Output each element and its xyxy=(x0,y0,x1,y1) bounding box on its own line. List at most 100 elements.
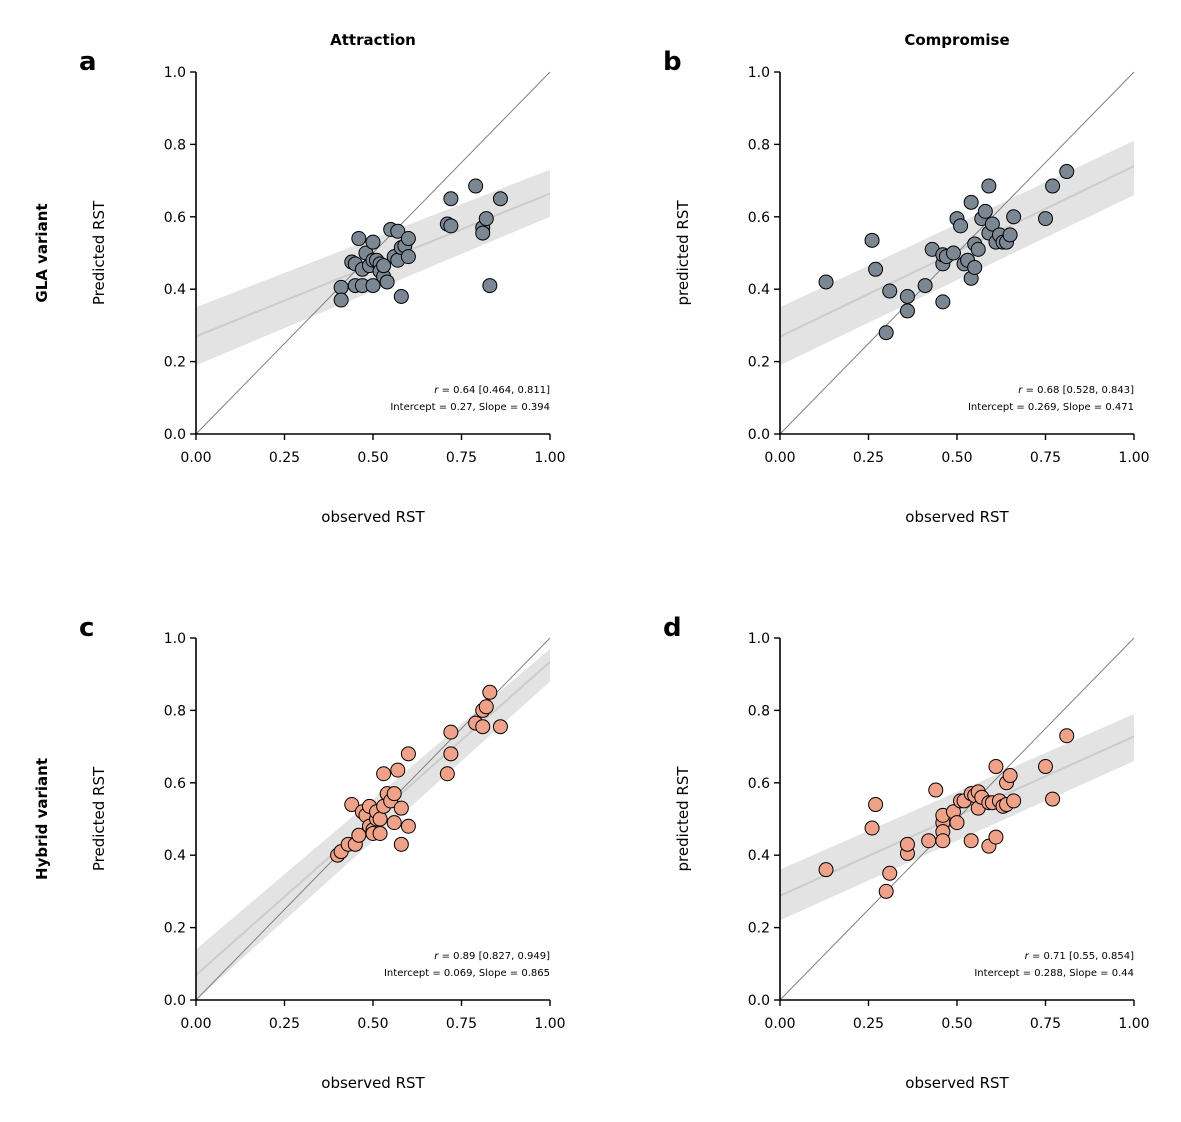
data-point xyxy=(478,699,494,715)
y-tick-label: 0.8 xyxy=(748,137,770,153)
y-axis-label: Predicted RST xyxy=(90,766,108,871)
data-point xyxy=(899,836,915,852)
y-tick-label: 0.4 xyxy=(164,282,186,298)
y-axis-label: predicted RST xyxy=(674,766,692,872)
data-point xyxy=(379,274,395,290)
stats-r-line: r = 0.68 [0.528, 0.843] xyxy=(1018,385,1134,396)
row-title-gla-variant: GLA variant xyxy=(33,203,51,302)
data-point xyxy=(482,684,498,700)
y-tick-label: 1.0 xyxy=(164,631,186,647)
data-point xyxy=(400,249,416,265)
x-axis-label: observed RST xyxy=(321,508,425,526)
data-point xyxy=(443,191,459,207)
y-tick-label: 0.2 xyxy=(164,921,186,937)
x-axis-label: observed RST xyxy=(905,1074,1009,1092)
y-tick-label: 0.2 xyxy=(164,355,186,371)
column-title-attraction: Attraction xyxy=(330,31,416,49)
x-tick-label: 0.50 xyxy=(357,1016,388,1032)
data-point xyxy=(1006,209,1022,225)
panel-letter: a xyxy=(79,47,97,77)
y-tick-label: 1.0 xyxy=(748,65,770,81)
data-point xyxy=(390,223,406,239)
stats-intercept-slope-line: Intercept = 0.27, Slope = 0.394 xyxy=(390,402,550,413)
data-point xyxy=(1002,227,1018,243)
data-point xyxy=(981,178,997,194)
x-tick-label: 0.25 xyxy=(269,1016,300,1032)
data-point xyxy=(372,825,388,841)
data-point xyxy=(478,211,494,227)
x-tick-label: 0.75 xyxy=(446,450,477,466)
panel-d: 0.0 0.2 0.4 0.6 0.8 1.0 0.00 0.25 0.50 0.75 1.00 ob… xyxy=(663,613,1150,1092)
data-point xyxy=(386,786,402,802)
data-point xyxy=(935,833,951,849)
stats-r-line: r = 0.71 [0.55, 0.854] xyxy=(1025,951,1134,962)
data-point xyxy=(475,225,491,241)
data-point xyxy=(864,820,880,836)
data-point xyxy=(970,241,986,257)
data-point xyxy=(492,719,508,735)
data-point xyxy=(333,279,349,295)
x-tick-label: 1.00 xyxy=(1118,1016,1149,1032)
x-tick-label: 0.00 xyxy=(764,450,795,466)
data-point xyxy=(475,719,491,735)
data-point xyxy=(1045,791,1061,807)
x-tick-label: 0.50 xyxy=(941,1016,972,1032)
data-point xyxy=(393,288,409,304)
data-point xyxy=(482,278,498,294)
data-point xyxy=(864,232,880,248)
x-tick-label: 0.75 xyxy=(1030,1016,1061,1032)
data-point xyxy=(988,759,1004,775)
stats-intercept-slope-line: Intercept = 0.288, Slope = 0.44 xyxy=(974,968,1134,979)
data-point xyxy=(1038,759,1053,775)
data-point xyxy=(977,203,993,219)
data-point xyxy=(1006,793,1022,809)
y-tick-label: 0.0 xyxy=(164,427,186,443)
y-axis-label: predicted RST xyxy=(674,200,692,306)
data-point xyxy=(443,724,459,740)
data-point xyxy=(953,218,969,234)
data-point xyxy=(1002,768,1018,784)
data-point xyxy=(882,283,898,299)
data-point xyxy=(967,259,983,275)
x-tick-label: 1.00 xyxy=(534,450,565,466)
panel-letter: c xyxy=(79,613,94,643)
data-point xyxy=(921,833,937,849)
y-tick-label: 0.6 xyxy=(164,776,186,792)
panel-letter: b xyxy=(663,47,682,77)
y-tick-label: 0.0 xyxy=(748,993,770,1009)
data-point xyxy=(984,216,1000,232)
y-tick-label: 1.0 xyxy=(748,631,770,647)
data-point xyxy=(899,303,915,319)
column-title-compromise: Compromise xyxy=(904,31,1009,49)
x-tick-label: 1.00 xyxy=(1118,450,1149,466)
data-point xyxy=(439,766,455,782)
data-point xyxy=(945,245,961,261)
data-point xyxy=(376,766,392,782)
data-point xyxy=(963,194,979,210)
data-point xyxy=(443,218,459,234)
data-point xyxy=(333,292,349,308)
y-tick-label: 0.8 xyxy=(164,137,186,153)
stats-intercept-slope-line: Intercept = 0.069, Slope = 0.865 xyxy=(384,968,550,979)
data-point xyxy=(882,865,898,881)
x-tick-label: 0.00 xyxy=(764,1016,795,1032)
y-tick-label: 0.0 xyxy=(748,427,770,443)
y-tick-label: 0.4 xyxy=(748,848,770,864)
data-point xyxy=(1059,164,1075,180)
row-title-hybrid-variant: Hybrid variant xyxy=(33,758,51,880)
data-point xyxy=(443,746,459,762)
y-tick-label: 0.8 xyxy=(164,703,186,719)
data-point xyxy=(878,883,894,899)
panel-a: 0.0 0.2 0.4 0.6 0.8 1.0 0.00 0.25 0.50 0.75 1.00 ob… xyxy=(79,47,566,526)
y-tick-label: 0.4 xyxy=(164,848,186,864)
stats-r-line: r = 0.89 [0.827, 0.949] xyxy=(434,951,550,962)
x-tick-label: 0.75 xyxy=(446,1016,477,1032)
data-point xyxy=(351,231,367,247)
x-tick-label: 0.25 xyxy=(853,450,884,466)
data-point xyxy=(1038,211,1053,227)
y-tick-label: 0.6 xyxy=(748,776,770,792)
x-axis-label: observed RST xyxy=(321,1074,425,1092)
data-point xyxy=(878,325,894,341)
panel-letter: d xyxy=(663,613,682,643)
